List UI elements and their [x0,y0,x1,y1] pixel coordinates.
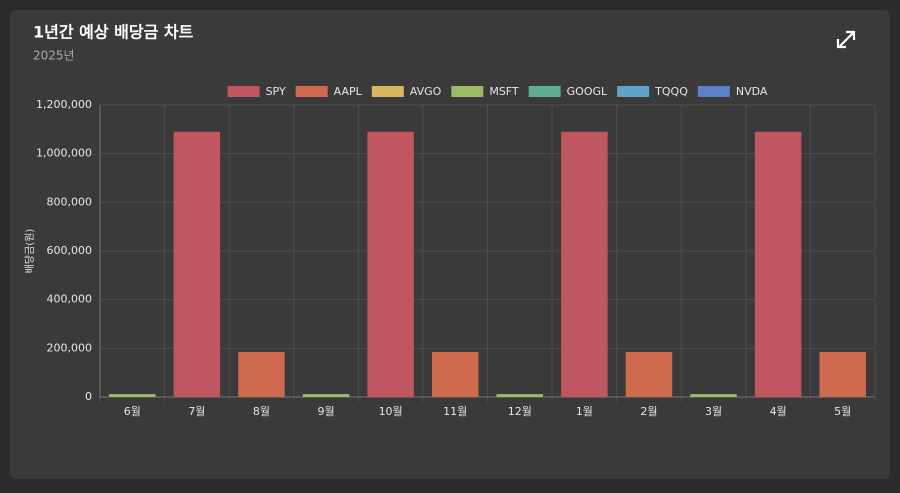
x-tick-label: 6월 [124,405,141,418]
bar [109,394,156,397]
legend-swatch [227,86,260,97]
y-tick-label: 800,000 [47,195,93,208]
legend-label: NVDA [736,85,768,98]
bar [561,131,608,397]
legend-label: MSFT [489,85,519,98]
legend-item[interactable]: GOOGL [528,85,608,98]
expand-button[interactable] [836,30,856,49]
legend-swatch [617,86,650,97]
bar [431,351,479,397]
bar [690,394,737,397]
legend-label: AAPL [334,85,363,98]
x-tick-label: 8월 [253,405,270,418]
x-tick-label: 11월 [443,405,467,418]
bar [367,131,414,397]
x-tick-label: 1월 [576,405,593,418]
y-tick-label: 600,000 [47,244,93,257]
bar [238,351,285,397]
chart-title: 1년간 예상 배당금 차트 [33,23,194,42]
bar [819,351,866,397]
bar [625,351,673,397]
bar [173,131,221,397]
bar [754,131,802,397]
chart-subtitle: 2025년 [33,49,75,63]
y-tick-label: 200,000 [47,341,93,354]
x-tick-label: 7월 [188,405,205,418]
legend-item[interactable]: AVGO [371,85,442,98]
legend-label: AVGO [410,85,442,98]
x-tick-label: 2월 [640,405,657,418]
legend-label: SPY [266,85,286,98]
legend-item[interactable]: MSFT [451,85,519,98]
legend-item[interactable]: SPY [227,85,286,98]
legend-swatch [371,86,404,97]
y-tick-label: 0 [85,390,92,403]
legend-label: GOOGL [567,85,608,98]
x-tick-label: 12월 [508,405,532,418]
legend-item[interactable]: NVDA [697,85,768,98]
y-tick-label: 400,000 [47,293,93,306]
x-tick-label: 10월 [379,405,403,418]
legend-swatch [528,86,561,97]
y-tick-label: 1,200,000 [36,98,92,111]
legend-swatch [697,86,730,97]
x-tick-label: 4월 [770,405,787,418]
y-axis-title: 배당금(원) [24,229,36,274]
legend-item[interactable]: TQQQ [617,85,688,98]
legend-label: TQQQ [654,85,688,98]
bar [496,394,544,397]
y-tick-label: 1,000,000 [36,147,92,160]
x-tick-label: 3월 [705,405,722,418]
x-tick-label: 5월 [834,405,851,418]
bar [302,394,350,397]
legend-swatch [295,86,328,97]
legend-item[interactable]: AAPL [295,85,363,98]
x-tick-label: 9월 [317,405,334,418]
legend-swatch [451,86,484,97]
